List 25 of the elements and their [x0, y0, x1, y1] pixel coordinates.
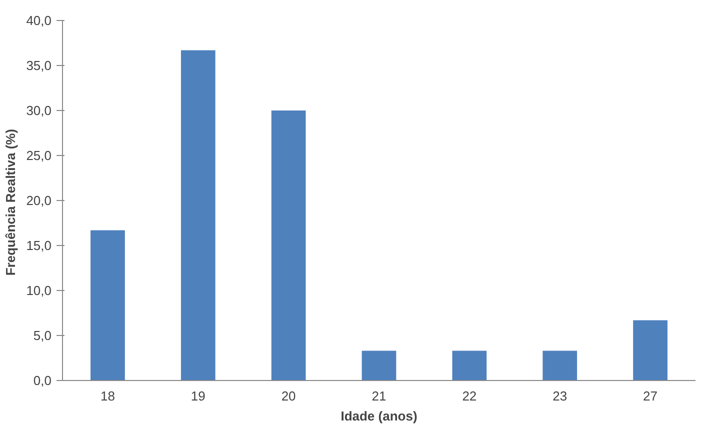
y-tick-label: 30,0	[26, 103, 52, 118]
y-tick-label: 35,0	[26, 58, 52, 73]
x-tick-label: 23	[552, 388, 568, 404]
y-tick-label: 25,0	[26, 148, 52, 163]
x-tick-label: 22	[462, 388, 477, 404]
y-tick-label: 5,0	[33, 328, 52, 343]
y-tick-label: 10,0	[26, 283, 52, 298]
x-tick-label: 19	[190, 388, 206, 404]
y-tick-label: 15,0	[26, 238, 52, 253]
y-tick-label: 40,0	[26, 13, 52, 28]
bar	[633, 320, 668, 380]
bar	[180, 50, 216, 380]
bar	[542, 350, 578, 380]
y-tick-label: 20,0	[26, 193, 52, 208]
x-tick-label: 27	[643, 388, 658, 404]
x-axis-title: Idade (anos)	[340, 408, 418, 424]
bar	[362, 350, 396, 380]
y-tick-label: 0,0	[33, 373, 52, 388]
x-tick-label: 21	[372, 388, 386, 404]
bar	[90, 230, 125, 380]
x-tick-label: 18	[100, 388, 115, 404]
y-axis-title: Frequência Realtiva (%)	[3, 128, 18, 276]
bar	[452, 350, 487, 380]
x-tick-label: 20	[281, 388, 296, 404]
bar	[271, 110, 306, 380]
